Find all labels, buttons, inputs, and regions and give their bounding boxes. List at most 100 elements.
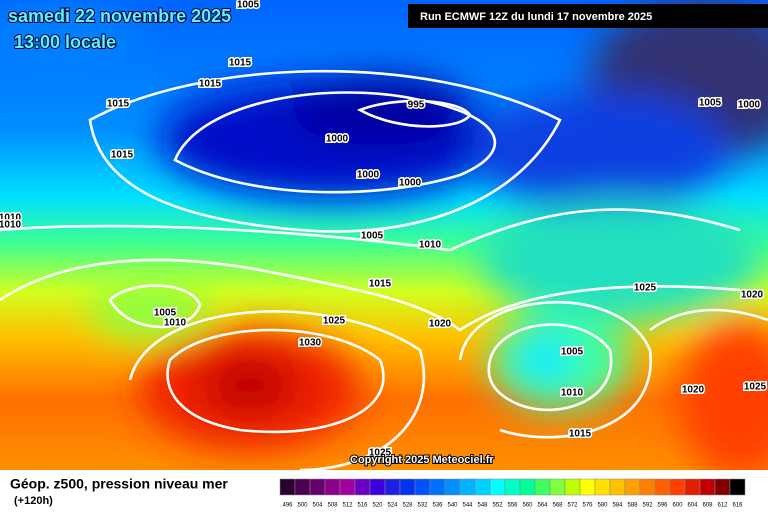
isobar-label: 1020: [429, 319, 452, 330]
scale-label: 560: [522, 503, 533, 509]
isobar-label: 1015: [107, 99, 130, 110]
scale-swatch: [354, 478, 371, 496]
isobar-label: 1020: [741, 290, 764, 301]
scale-label: 600: [672, 503, 683, 509]
isobar-label: 1015: [569, 429, 592, 440]
isobars: [0, 69, 768, 472]
scale-swatch: [594, 478, 611, 496]
scale-label: 580: [597, 503, 608, 509]
scale-label: 500: [297, 503, 308, 509]
isobar-label: 1005: [699, 98, 722, 109]
scale-swatch: [489, 478, 506, 496]
scale-swatch: [294, 478, 311, 496]
isobar-label: 1020: [682, 385, 705, 396]
scale-label: 612: [717, 503, 728, 509]
time: 13:00 locale: [14, 32, 116, 52]
scale-label: 528: [402, 503, 413, 509]
isobar-label: 995: [408, 100, 425, 111]
isobar-label: 1025: [369, 448, 392, 459]
scale-swatch: [699, 478, 716, 496]
scale-label: 516: [357, 503, 368, 509]
isobar-label: 1030: [299, 338, 322, 349]
scale-label: 540: [447, 503, 458, 509]
scale-label: 576: [582, 503, 593, 509]
scale-label: 548: [477, 503, 488, 509]
scale-swatch: [459, 478, 476, 496]
scale-label: 524: [387, 503, 398, 509]
scale-label: 544: [462, 503, 473, 509]
scale-label: 556: [507, 503, 518, 509]
field: [0, 0, 768, 480]
scale-swatch: [504, 478, 521, 496]
isobar-label: 1000: [738, 100, 761, 111]
scale-swatch: [324, 478, 341, 496]
scale-swatch: [444, 478, 461, 496]
scale-swatch: [639, 478, 656, 496]
scale-label: 616: [732, 503, 743, 509]
scale-swatch: [384, 478, 401, 496]
scale-label: 584: [612, 503, 623, 509]
scale-swatch: [414, 478, 431, 496]
scale-label: 608: [702, 503, 713, 509]
scale-swatch: [654, 478, 671, 496]
isobar-label: 1025: [323, 316, 346, 327]
scale-swatch: [624, 478, 641, 496]
copyright: Copyright 2025 Meteociel.fr: [350, 454, 494, 466]
isobar-label: 1005: [237, 0, 260, 11]
run-box: [408, 4, 768, 28]
scale-swatch: [429, 478, 446, 496]
scale-swatch: [399, 478, 416, 496]
footer-lead: (+120h): [14, 495, 53, 507]
scale-label: 596: [657, 503, 668, 509]
scale-swatch: [609, 478, 626, 496]
scale-label: 604: [687, 503, 698, 509]
isobar-label: 1015: [199, 79, 222, 90]
scale-label: 496: [282, 503, 293, 509]
scale-swatch: [714, 478, 731, 496]
scale-swatch: [549, 478, 566, 496]
isobar-labels: 1005101510151015101599510001000100010051…: [0, 0, 768, 460]
scale-swatch: [729, 478, 746, 496]
scale-swatch: [339, 478, 356, 496]
scale-label: 508: [327, 503, 338, 509]
scale-label: 532: [417, 503, 428, 509]
scale-swatch: [309, 478, 326, 496]
isobar-label: 1025: [634, 283, 657, 294]
scale-label: 592: [642, 503, 653, 509]
scale-label: 572: [567, 503, 578, 509]
scale-swatch: [564, 478, 581, 496]
isobar-label: 1005: [361, 231, 384, 242]
isobar-label: 1010: [164, 318, 187, 329]
isobar-label: 1000: [399, 178, 422, 189]
isobar-label: 1015: [369, 279, 392, 290]
scale-swatch: [669, 478, 686, 496]
footer-label: Géop. z500, pression niveau mer: [10, 476, 228, 492]
isobar-label: 1015: [229, 58, 252, 69]
isobar-label: 1005: [154, 308, 177, 319]
scale-swatch: [519, 478, 536, 496]
scale-label: 512: [342, 503, 353, 509]
title: samedi 22 novembre 2025: [8, 6, 231, 26]
scale-label: 588: [627, 503, 638, 509]
scale-label: 552: [492, 503, 503, 509]
scale-label: 568: [552, 503, 563, 509]
scale-swatch: [684, 478, 701, 496]
isobar-label: 1010: [419, 240, 442, 251]
isobar-label: 1010: [0, 220, 22, 231]
isobar-label: 1010: [561, 388, 584, 399]
isobar-label: 1025: [744, 382, 767, 393]
color-scale: 496 500 504 508 512 516 520 524 528 532 536 540 544 5…: [279, 478, 746, 509]
scale-label: 520: [372, 503, 383, 509]
scale-label: 504: [312, 503, 323, 509]
scale-swatch: [279, 478, 296, 496]
scale-swatch: [369, 478, 386, 496]
scale-swatch: [579, 478, 596, 496]
isobar-label: 1010: [0, 213, 22, 224]
scale-label: 564: [537, 503, 548, 509]
scale-swatch: [474, 478, 491, 496]
isobar-label: 1005: [561, 347, 584, 358]
isobar-label: 1000: [326, 134, 349, 145]
isobar-label: 1000: [357, 170, 380, 181]
scale-swatch: [534, 478, 551, 496]
